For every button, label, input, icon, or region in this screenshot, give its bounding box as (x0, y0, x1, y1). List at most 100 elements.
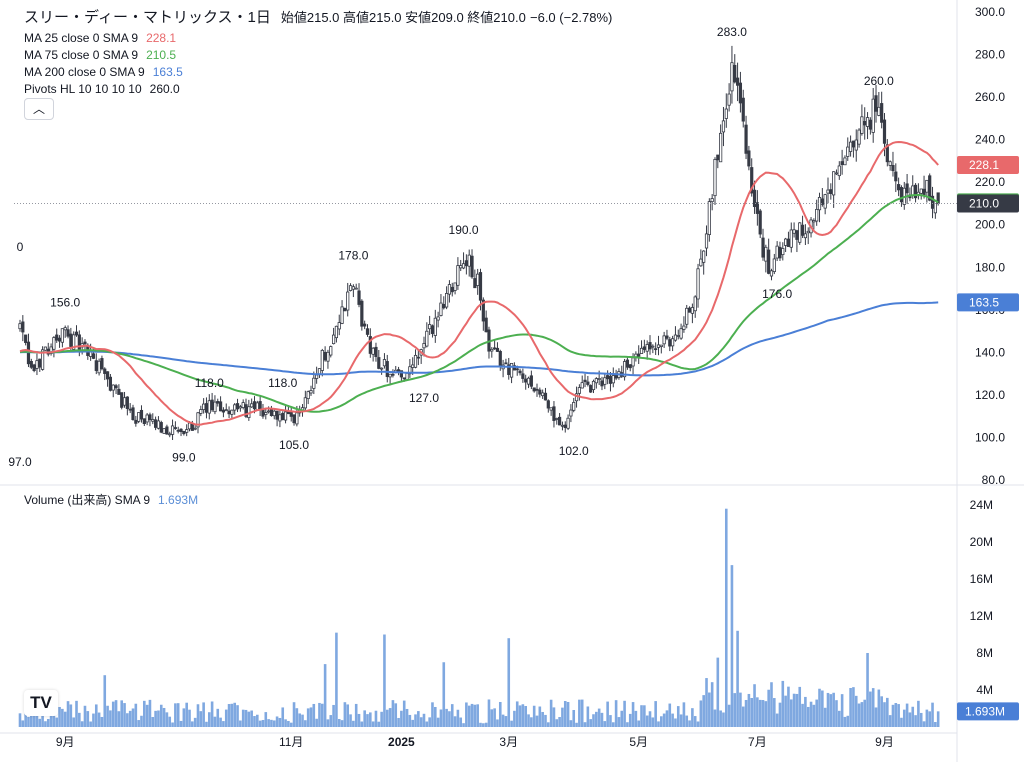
indicator-ma75[interactable]: MA 75 close 0 SMA 9 210.5 (24, 47, 612, 64)
symbol-title: スリー・ディー・マトリックス・1日 (24, 9, 271, 26)
volume-bar (126, 713, 129, 727)
indicator-ma200[interactable]: MA 200 close 0 SMA 9 163.5 (24, 64, 612, 81)
volume-bar (151, 716, 155, 727)
volume-bar (436, 717, 440, 727)
volume-bar (247, 711, 251, 727)
candle-body (933, 200, 937, 214)
candle-body (622, 361, 627, 378)
volume-bar (789, 699, 793, 727)
volume-bar (227, 704, 231, 727)
volume-bar (400, 710, 403, 727)
candle-body (408, 366, 412, 375)
volume-bar (498, 701, 502, 727)
volume-bar (210, 701, 214, 727)
chart-legend: スリー・ディー・マトリックス・1日 始値215.0 高値215.0 安値209.0… (24, 8, 612, 98)
candle-body (72, 334, 76, 350)
candle-body (32, 364, 36, 371)
volume-bar (507, 638, 511, 727)
candle-body (348, 285, 353, 291)
volume-bar (128, 710, 132, 727)
candle-body (637, 353, 641, 357)
volume-bar (685, 715, 689, 727)
candle-body (312, 377, 316, 389)
volume-bar (222, 721, 225, 727)
candle-body (820, 198, 824, 205)
volume-bar (329, 715, 333, 727)
candle-body (504, 362, 508, 365)
volume-bar (693, 716, 697, 727)
candle-body (422, 343, 426, 349)
candle-body (752, 189, 757, 208)
volume-bar (456, 709, 460, 727)
candle-body (131, 407, 135, 421)
volume-bar (837, 710, 841, 727)
candle-body (385, 361, 389, 377)
volume-bar (148, 699, 152, 727)
volume-bar (346, 704, 350, 727)
volume-bar (886, 697, 889, 727)
tradingview-logo[interactable]: TV (24, 690, 58, 716)
candle-body (354, 287, 358, 290)
candle-body (800, 224, 805, 236)
candle-body (631, 357, 635, 367)
volume-bar (535, 715, 539, 727)
candle-body (851, 140, 856, 148)
collapse-legend-button[interactable]: ︿ (24, 98, 54, 120)
volume-bar (143, 700, 146, 727)
volume-bar (719, 710, 722, 727)
volume-bar (628, 713, 632, 727)
volume-last-label: 1.693M (965, 704, 1005, 718)
volume-bar (61, 708, 64, 727)
candle-body (555, 418, 559, 420)
volume-bar (905, 703, 909, 727)
price-tick-label: 240.0 (975, 133, 1005, 147)
volume-bar (897, 704, 900, 727)
candle-body (662, 335, 666, 345)
candle-body (190, 423, 194, 431)
candle-body (439, 302, 443, 316)
volume-bar (563, 700, 567, 727)
volume-bar (450, 704, 454, 727)
volume-label: Volume (出来高) SMA 9 (24, 493, 151, 507)
volume-bar (558, 717, 561, 727)
volume-bar (179, 720, 183, 727)
volume-bar (654, 701, 657, 727)
volume-bar (928, 711, 931, 727)
indicator-label: MA 200 close 0 SMA 9 (24, 65, 145, 79)
volume-bar (708, 692, 711, 727)
volume-bar (174, 703, 177, 727)
last-value-label: 163.5 (969, 295, 999, 309)
candle-body (750, 167, 754, 194)
candle-body (606, 375, 610, 380)
candle-body (786, 238, 791, 247)
volume-legend[interactable]: Volume (出来高) SMA 9 1.693M (24, 491, 198, 508)
indicator-pivots[interactable]: Pivots HL 10 10 10 10 260.0 (24, 81, 612, 98)
candle-body (925, 179, 929, 193)
candle-body (377, 357, 381, 369)
volume-bar (425, 721, 429, 727)
ma200-line (19, 301, 939, 377)
pivot-label: 178.0 (338, 249, 368, 263)
candle-body (202, 403, 206, 410)
volume-bar (501, 714, 505, 727)
indicator-value: 210.5 (146, 48, 177, 62)
indicator-ma25[interactable]: MA 25 close 0 SMA 9 228.1 (24, 30, 612, 47)
candle-body (436, 316, 440, 321)
volume-bar (572, 710, 576, 727)
candle-body (767, 249, 771, 274)
volume-bar (196, 704, 200, 727)
volume-bar (38, 718, 42, 727)
candle-body (894, 171, 898, 182)
candle-body (659, 344, 663, 347)
candle-body (272, 410, 276, 417)
candle-body (343, 307, 347, 312)
volume-bar (162, 707, 166, 727)
candle-body (532, 387, 536, 392)
candle-body (360, 300, 364, 327)
price-tick-label: 140.0 (975, 345, 1005, 359)
candle-body (671, 338, 675, 347)
volume-bar (388, 708, 392, 727)
candle-body (543, 392, 548, 401)
candle-body (738, 82, 743, 104)
